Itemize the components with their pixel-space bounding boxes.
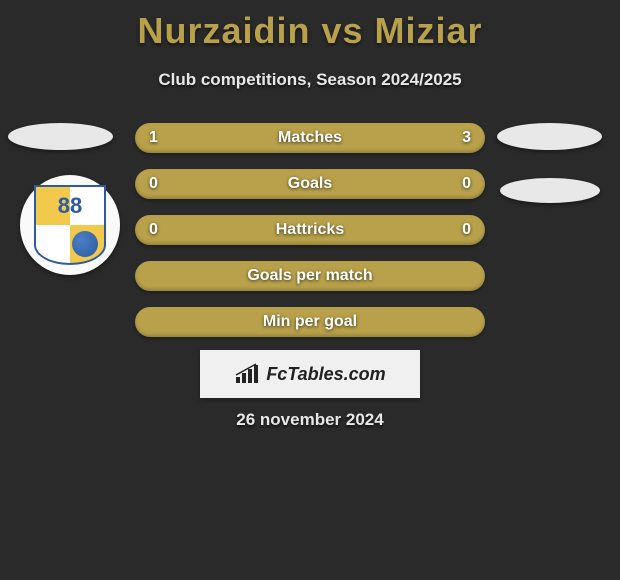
stat-bar-min-per-goal: Min per goal — [135, 307, 485, 337]
stat-bar-goals-per-match: Goals per match — [135, 261, 485, 291]
left-club-badge: 88 — [20, 175, 120, 275]
comparison-bars: 1 Matches 3 0 Goals 0 0 Hattricks 0 Goal… — [135, 123, 485, 353]
stat-left-value: 1 — [149, 129, 158, 147]
stat-label: Hattricks — [276, 221, 344, 239]
stat-bar-goals: 0 Goals 0 — [135, 169, 485, 199]
stat-label: Min per goal — [263, 313, 357, 331]
stat-right-value: 3 — [462, 129, 471, 147]
stat-bar-hattricks: 0 Hattricks 0 — [135, 215, 485, 245]
stat-label: Goals per match — [247, 267, 372, 285]
season-subtitle: Club competitions, Season 2024/2025 — [0, 70, 620, 90]
brand-watermark[interactable]: FcTables.com — [200, 350, 420, 398]
right-player-photo-placeholder — [497, 123, 602, 150]
brand-text: FcTables.com — [266, 364, 385, 385]
badge-number: 88 — [58, 193, 82, 219]
stat-left-value: 0 — [149, 175, 158, 193]
comparison-title: Nurzaidin vs Miziar — [0, 0, 620, 52]
right-club-photo-placeholder — [500, 178, 600, 203]
snapshot-date: 26 november 2024 — [0, 410, 620, 430]
left-player-photo-placeholder — [8, 123, 113, 150]
bar-chart-icon — [234, 363, 260, 385]
soccer-ball-icon — [72, 231, 98, 257]
stat-bar-matches: 1 Matches 3 — [135, 123, 485, 153]
stat-left-value: 0 — [149, 221, 158, 239]
stat-right-value: 0 — [462, 175, 471, 193]
stat-label: Goals — [288, 175, 332, 193]
stat-label: Matches — [278, 129, 342, 147]
stat-right-value: 0 — [462, 221, 471, 239]
